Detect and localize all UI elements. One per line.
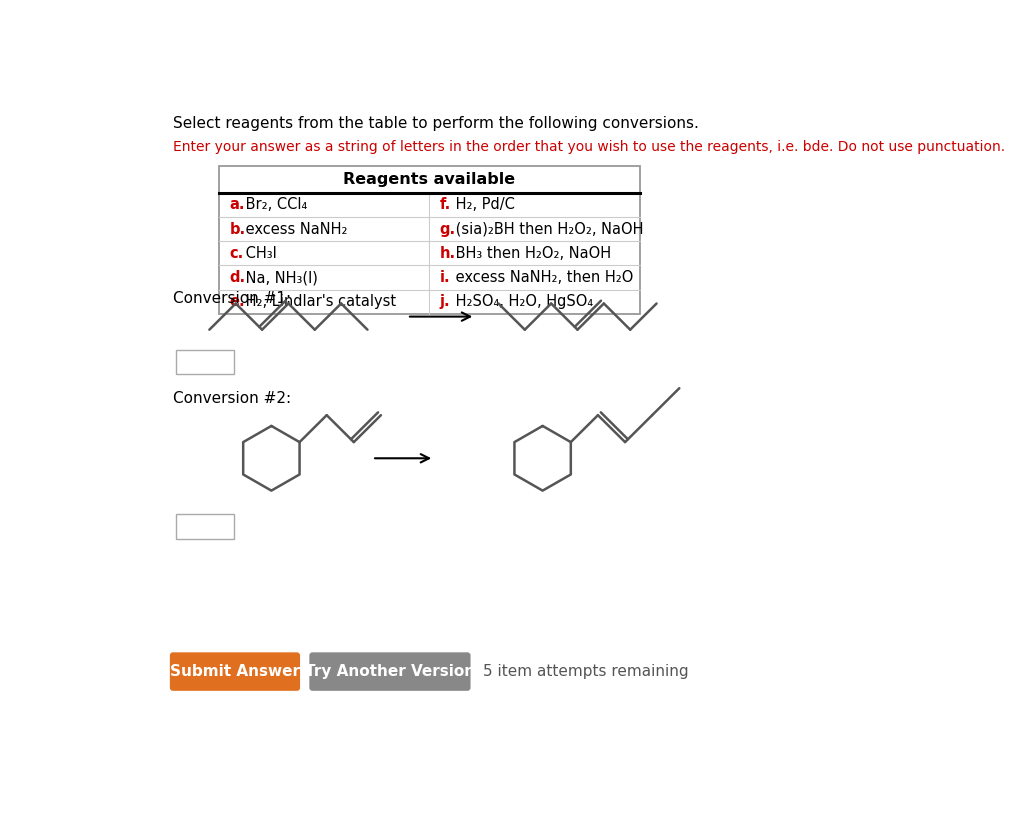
- Text: i.: i.: [439, 270, 451, 285]
- Text: b.: b.: [229, 221, 246, 237]
- Text: Reagents available: Reagents available: [343, 172, 515, 187]
- Text: Try Another Version: Try Another Version: [305, 664, 475, 679]
- Text: BH₃ then H₂O₂, NaOH: BH₃ then H₂O₂, NaOH: [451, 246, 611, 261]
- Text: Conversion #1:: Conversion #1:: [173, 291, 291, 306]
- Text: h.: h.: [439, 246, 456, 261]
- Text: Conversion #2:: Conversion #2:: [173, 392, 291, 406]
- Text: c.: c.: [229, 246, 244, 261]
- Text: j.: j.: [439, 295, 451, 309]
- Text: a.: a.: [229, 197, 245, 212]
- Text: Na, NH₃(l): Na, NH₃(l): [241, 270, 317, 285]
- Text: Submit Answer: Submit Answer: [170, 664, 300, 679]
- Text: H₂, Lindlar's catalyst: H₂, Lindlar's catalyst: [241, 295, 396, 309]
- FancyBboxPatch shape: [309, 652, 471, 691]
- Text: H₂, Pd/C: H₂, Pd/C: [451, 197, 515, 212]
- Text: CH₃I: CH₃I: [241, 246, 276, 261]
- Text: e.: e.: [229, 295, 245, 309]
- Text: excess NaNH₂: excess NaNH₂: [241, 221, 347, 237]
- Text: Br₂, CCl₄: Br₂, CCl₄: [241, 197, 307, 212]
- Text: Select reagents from the table to perform the following conversions.: Select reagents from the table to perfor…: [173, 117, 698, 131]
- Text: (sia)₂BH then H₂O₂, NaOH: (sia)₂BH then H₂O₂, NaOH: [451, 221, 643, 237]
- Text: H₂SO₄, H₂O, HgSO₄: H₂SO₄, H₂O, HgSO₄: [451, 295, 593, 309]
- Text: g.: g.: [439, 221, 456, 237]
- Bar: [176, 515, 234, 539]
- Text: excess NaNH₂, then H₂O: excess NaNH₂, then H₂O: [451, 270, 633, 285]
- FancyBboxPatch shape: [170, 652, 300, 691]
- Text: 5 item attempts remaining: 5 item attempts remaining: [483, 664, 688, 679]
- Text: d.: d.: [229, 270, 246, 285]
- Text: Enter your answer as a string of letters in the order that you wish to use the r: Enter your answer as a string of letters…: [173, 140, 1006, 153]
- Bar: [176, 350, 234, 375]
- Text: f.: f.: [439, 197, 451, 212]
- Bar: [219, 166, 640, 314]
